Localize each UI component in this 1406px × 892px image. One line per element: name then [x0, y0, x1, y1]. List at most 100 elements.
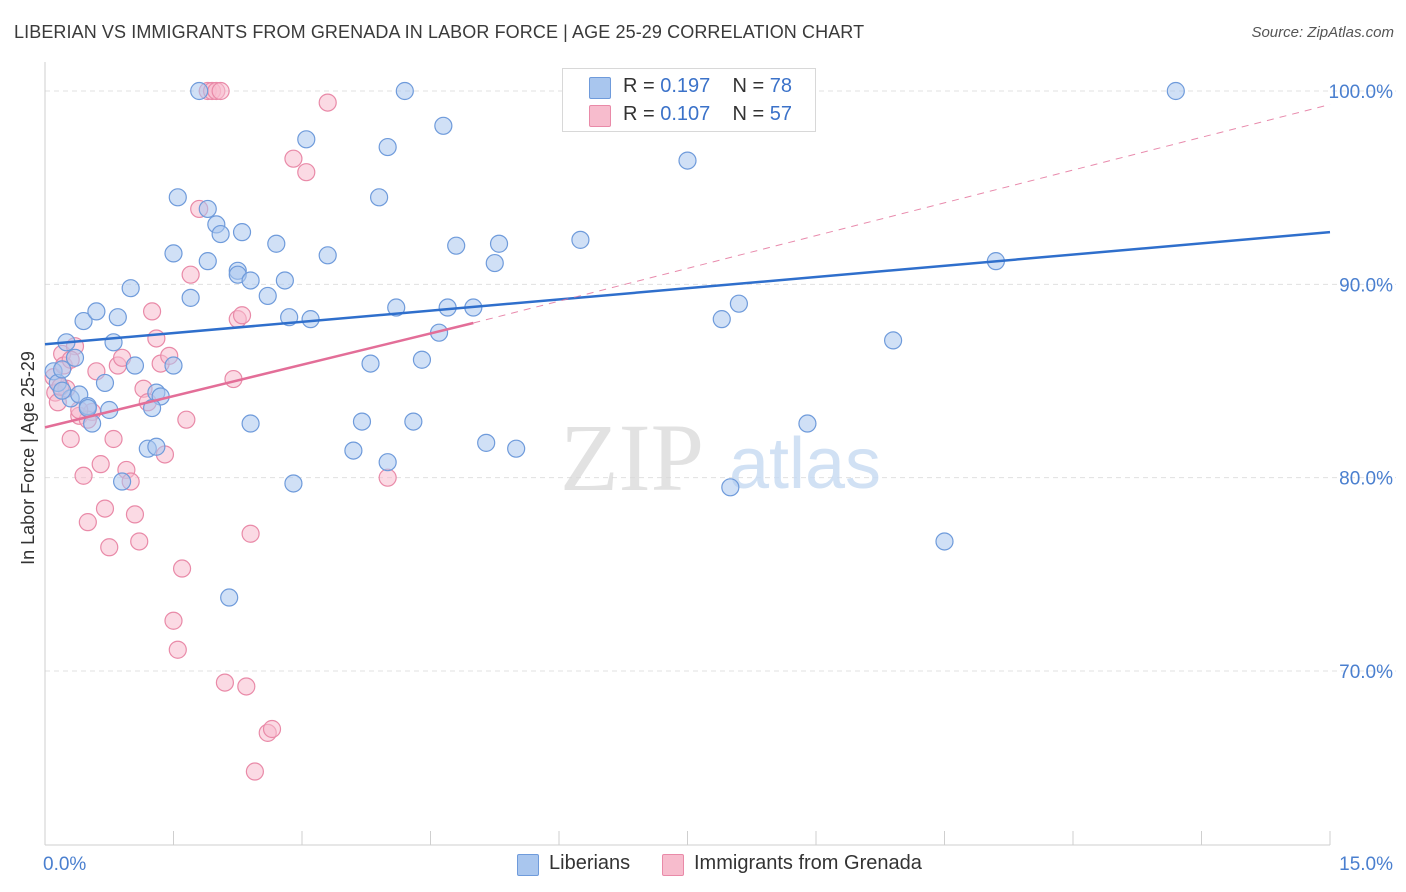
point-grenada — [164, 611, 183, 630]
point-grenada — [284, 149, 303, 168]
trend-lines — [44, 104, 1331, 429]
point-liberians — [489, 234, 509, 253]
y-axis-label: In Labor Force | Age 25-29 — [18, 351, 38, 565]
point-liberians — [220, 588, 239, 607]
point-liberians — [74, 311, 93, 331]
point-liberians — [168, 188, 187, 207]
point-liberians — [164, 356, 183, 375]
legend-r-value: 0.107 — [660, 103, 711, 125]
point-liberians — [712, 310, 731, 329]
legend-r-value: 0.197 — [660, 75, 711, 97]
point-grenada — [232, 306, 252, 325]
point-grenada — [262, 719, 282, 739]
point-liberians — [352, 412, 372, 431]
point-liberians — [318, 246, 337, 265]
point-liberians — [729, 294, 749, 313]
point-liberians — [404, 412, 423, 431]
chart-source: Source: ZipAtlas.com — [1251, 24, 1394, 41]
point-liberians — [95, 373, 115, 393]
point-grenada — [61, 429, 80, 449]
point-grenada — [78, 513, 97, 532]
legend-swatch-liberians — [517, 854, 539, 876]
point-grenada — [125, 505, 145, 524]
series-grenada-points — [44, 81, 397, 781]
point-grenada — [95, 499, 115, 518]
point-grenada — [237, 677, 256, 696]
point-grenada — [245, 762, 264, 781]
point-liberians — [378, 453, 397, 472]
point-grenada — [168, 640, 187, 659]
x-tick-label: 15.0% — [1339, 854, 1393, 875]
point-liberians — [53, 360, 72, 379]
legend-label-liberians: Liberians — [549, 852, 631, 874]
point-liberians — [297, 130, 316, 149]
point-liberians — [284, 474, 303, 493]
legend-label-grenada: Immigrants from Grenada — [694, 852, 922, 874]
point-liberians — [485, 253, 504, 273]
point-liberians — [387, 298, 406, 317]
point-liberians — [434, 116, 453, 135]
point-grenada — [318, 93, 337, 112]
point-liberians — [190, 81, 209, 101]
point-liberians — [412, 350, 432, 369]
watermark-zip: ZIP — [560, 404, 704, 511]
trend-line-liberians — [44, 230, 1331, 346]
y-tick-label: 70.0% — [1339, 662, 1393, 683]
point-liberians — [241, 414, 260, 433]
legend-swatch-liberians — [589, 77, 611, 99]
point-liberians — [112, 472, 132, 491]
point-liberians — [241, 271, 260, 290]
stats-legend: R = 0.197 N = 78 R = 0.107 N = 57 — [562, 68, 816, 132]
point-liberians — [181, 288, 200, 307]
axes — [44, 62, 1331, 846]
point-liberians — [344, 441, 363, 460]
point-liberians — [258, 286, 277, 306]
point-grenada — [100, 538, 119, 557]
point-liberians — [370, 188, 389, 207]
legend-n-value: 57 — [769, 103, 793, 125]
point-grenada — [378, 468, 397, 487]
point-liberians — [147, 437, 166, 456]
point-grenada — [177, 410, 196, 429]
point-liberians — [87, 302, 106, 321]
point-grenada — [297, 163, 316, 182]
point-grenada — [130, 532, 149, 551]
point-liberians — [507, 439, 526, 458]
point-grenada — [181, 265, 200, 284]
point-liberians — [798, 414, 817, 433]
point-grenada — [74, 466, 93, 485]
point-liberians — [447, 236, 466, 255]
legend-swatch-grenada — [662, 854, 684, 876]
trend-line-grenada — [44, 321, 474, 429]
chart-title: LIBERIAN VS IMMIGRANTS FROM GRENADA IN L… — [14, 22, 865, 42]
x-tick-label: 0.0% — [43, 854, 86, 875]
legend-r-label: R = — [623, 103, 655, 125]
grid-lines — [45, 90, 1396, 672]
point-liberians — [395, 81, 414, 101]
point-liberians — [571, 230, 590, 249]
point-liberians — [211, 224, 230, 244]
point-liberians — [721, 478, 740, 497]
point-liberians — [378, 137, 397, 157]
point-liberians — [232, 223, 252, 242]
legend-n-label: N = — [732, 75, 765, 97]
point-liberians — [267, 234, 286, 253]
point-grenada — [91, 455, 110, 474]
point-grenada — [241, 524, 260, 543]
y-tick-label: 100.0% — [1329, 82, 1394, 103]
point-grenada — [211, 81, 230, 101]
point-liberians — [301, 310, 320, 329]
point-liberians — [78, 398, 97, 418]
watermark-atlas: atlas — [729, 424, 881, 504]
point-grenada — [104, 429, 123, 449]
point-grenada — [142, 302, 162, 321]
point-liberians — [198, 252, 217, 271]
y-tick-label: 90.0% — [1339, 275, 1393, 296]
point-liberians — [53, 381, 72, 400]
point-liberians — [164, 244, 183, 263]
legend-n-value: 78 — [769, 75, 793, 97]
series-liberians-points — [44, 81, 1185, 607]
tick-labels: 100.0% 90.0% 80.0% 70.0% 0.0% 15.0% — [43, 82, 1393, 875]
point-liberians — [104, 333, 123, 352]
